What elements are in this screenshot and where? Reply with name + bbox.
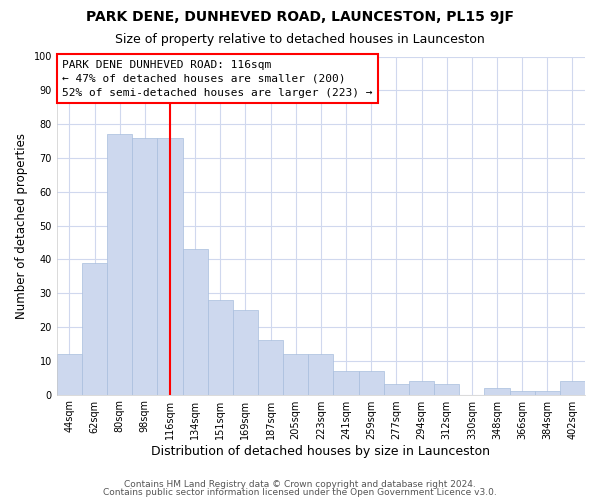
Bar [334, 371, 359, 394]
Bar [434, 384, 459, 394]
Bar [384, 384, 409, 394]
Text: Contains public sector information licensed under the Open Government Licence v3: Contains public sector information licen… [103, 488, 497, 497]
Bar [107, 134, 132, 394]
Text: PARK DENE, DUNHEVED ROAD, LAUNCESTON, PL15 9JF: PARK DENE, DUNHEVED ROAD, LAUNCESTON, PL… [86, 10, 514, 24]
Bar [208, 300, 233, 394]
Y-axis label: Number of detached properties: Number of detached properties [15, 132, 28, 318]
Bar [409, 381, 434, 394]
Bar [283, 354, 308, 395]
Bar [233, 310, 258, 394]
Text: Size of property relative to detached houses in Launceston: Size of property relative to detached ho… [115, 32, 485, 46]
Bar [258, 340, 283, 394]
Bar [132, 138, 157, 394]
Bar [82, 262, 107, 394]
Bar [157, 138, 182, 394]
Text: PARK DENE DUNHEVED ROAD: 116sqm
← 47% of detached houses are smaller (200)
52% o: PARK DENE DUNHEVED ROAD: 116sqm ← 47% of… [62, 60, 373, 98]
Bar [182, 249, 208, 394]
Bar [535, 391, 560, 394]
Bar [359, 371, 384, 394]
Bar [57, 354, 82, 395]
Bar [509, 391, 535, 394]
X-axis label: Distribution of detached houses by size in Launceston: Distribution of detached houses by size … [151, 444, 490, 458]
Bar [560, 381, 585, 394]
Bar [308, 354, 334, 395]
Bar [484, 388, 509, 394]
Text: Contains HM Land Registry data © Crown copyright and database right 2024.: Contains HM Land Registry data © Crown c… [124, 480, 476, 489]
